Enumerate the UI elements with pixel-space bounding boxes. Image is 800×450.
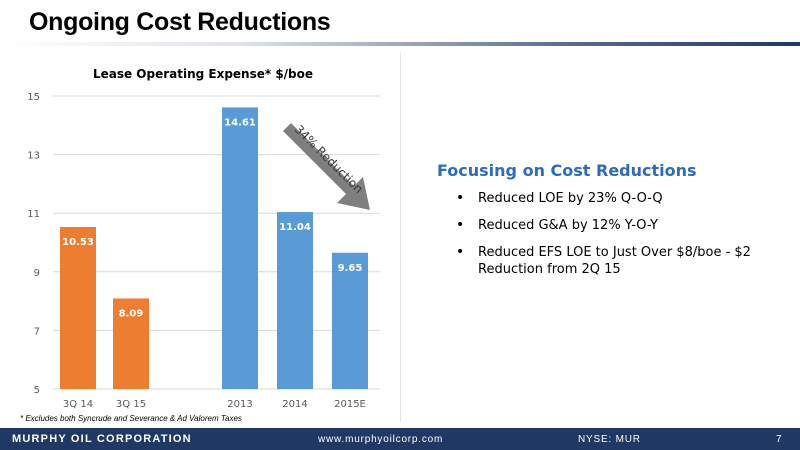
x-axis-ticks: 3Q 14 3Q 15 2013 2014 2015E	[63, 399, 366, 410]
footer-bar: MURPHY OIL CORPORATION www.murphyoilcorp…	[0, 428, 800, 450]
chart-footnote: * Excludes both Syncrude and Severance &…	[20, 414, 242, 423]
y-tick-label: 9	[34, 268, 40, 279]
panel-divider	[400, 52, 401, 422]
bar-2013	[222, 107, 258, 389]
footer-url: www.murphyoilcorp.com	[318, 434, 444, 445]
bar-data-label: 10.53	[62, 237, 94, 248]
footer-company: MURPHY OIL CORPORATION	[12, 433, 192, 445]
focus-bullet: Reduced G&A by 12% Y-O-Y	[456, 217, 776, 234]
lease-operating-expense-chart: Lease Operating Expense* $/boe 5 7 9 11 13 15…	[27, 67, 380, 410]
bar-data-label: 14.61	[224, 117, 256, 128]
title-rule	[0, 42, 800, 46]
x-tick-label: 2015E	[334, 399, 366, 410]
x-tick-label: 3Q 14	[63, 399, 93, 410]
bar-2014	[277, 212, 313, 389]
reduction-arrow: 34% Reduction	[283, 122, 370, 210]
footer-ticker: NYSE: MUR	[578, 434, 641, 445]
x-tick-label: 2014	[282, 399, 307, 410]
x-tick-label: 2013	[227, 399, 252, 410]
y-tick-label: 7	[34, 326, 40, 337]
x-tick-label: 3Q 15	[116, 399, 146, 410]
reduction-arrow-label: 34% Reduction	[292, 122, 366, 196]
y-tick-label: 15	[27, 92, 40, 103]
y-tick-label: 5	[34, 385, 40, 396]
focus-bullet: Reduced EFS LOE to Just Over $8/boe - $2…	[456, 244, 776, 278]
bar-3q-15	[113, 298, 149, 389]
focus-bullet: Reduced LOE by 23% Q-O-Q	[456, 190, 776, 207]
y-tick-label: 11	[27, 209, 40, 220]
bars: 10.53 8.09 14.61 11.04 9.65	[60, 107, 368, 389]
focus-bullet-list: Reduced LOE by 23% Q-O-Q Reduced G&A by …	[456, 190, 776, 288]
bar-data-label: 9.65	[338, 263, 363, 274]
slide-title: Ongoing Cost Reductions	[29, 8, 331, 36]
page-number: 7	[776, 434, 782, 445]
y-tick-label: 13	[27, 151, 40, 162]
bar-3q-14	[60, 226, 96, 389]
y-axis-ticks: 5 7 9 11 13 15	[27, 92, 40, 396]
reduction-arrow-shape	[283, 123, 370, 210]
chart-panel: Lease Operating Expense* $/boe 5 7 9 11 13 15…	[8, 50, 398, 425]
focus-heading: Focusing on Cost Reductions	[437, 161, 697, 180]
bar-2015e	[332, 252, 368, 389]
chart-title: Lease Operating Expense* $/boe	[93, 67, 313, 81]
bar-data-label: 8.09	[119, 308, 144, 319]
gridlines	[53, 95, 380, 390]
bar-data-label: 11.04	[279, 222, 311, 233]
